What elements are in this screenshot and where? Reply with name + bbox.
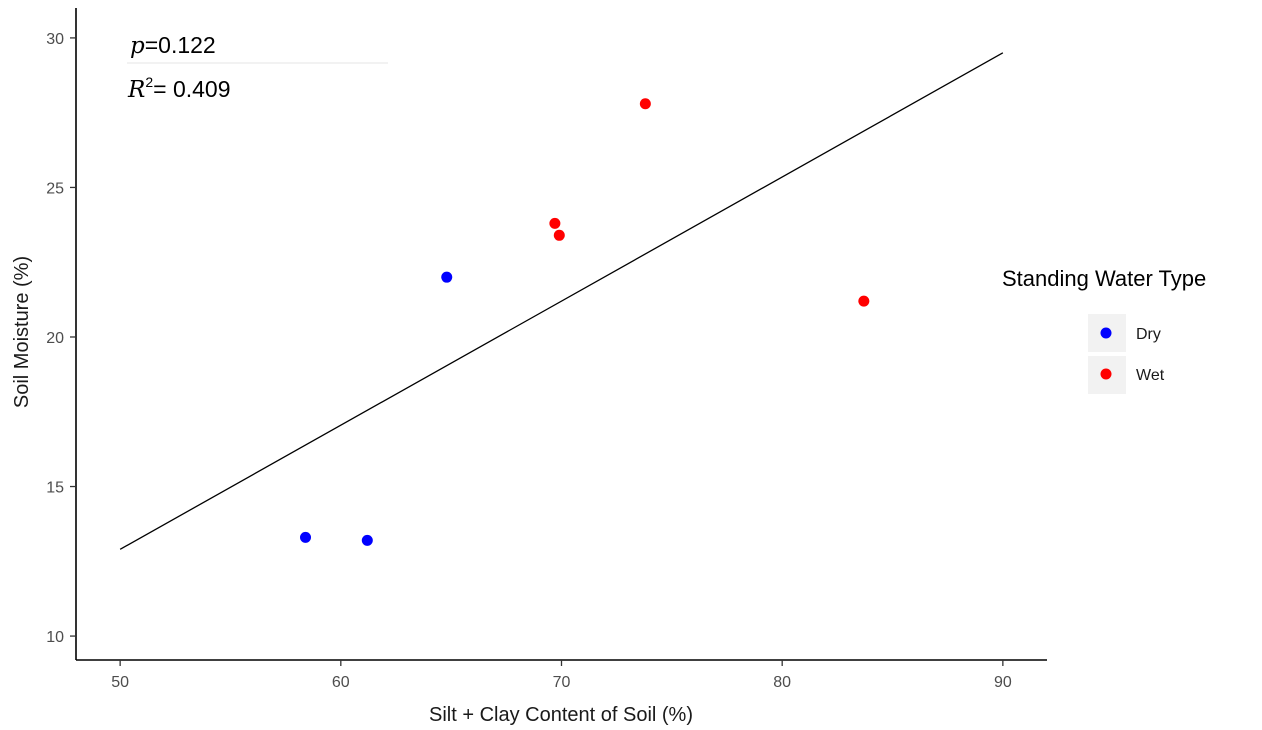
p-symbol: p — [130, 33, 145, 59]
legend-marker-dry — [1100, 327, 1112, 339]
stats-annotation: p=0.122 R2= 0.409 — [127, 32, 388, 103]
y-tick-label: 10 — [46, 629, 64, 646]
r-squared-label: R2= 0.409 — [127, 74, 231, 103]
y-tick-label: 30 — [46, 31, 64, 48]
r-squared-exponent: 2 — [145, 74, 153, 90]
legend-marker-wet — [1100, 368, 1112, 380]
x-tick-label: 60 — [332, 674, 350, 691]
x-axis-title: Silt + Clay Content of Soil (%) — [429, 704, 693, 726]
y-tick-label: 20 — [46, 330, 64, 347]
x-tick-label: 90 — [994, 674, 1012, 691]
data-point-wet — [553, 229, 565, 241]
legend: Standing Water Type Dry Wet — [1002, 266, 1206, 394]
x-tick-label: 50 — [111, 674, 129, 691]
data-point-dry — [361, 534, 373, 546]
y-axis-title: Soil Moisture (%) — [11, 256, 33, 408]
regression-line — [119, 52, 1004, 550]
legend-label-dry: Dry — [1136, 326, 1161, 343]
legend-label-wet: Wet — [1136, 367, 1165, 384]
data-point-dry — [300, 531, 312, 543]
r-symbol: R — [127, 77, 145, 103]
x-tick-label: 80 — [773, 674, 791, 691]
x-tick-label: 70 — [553, 674, 571, 691]
p-value: =0.122 — [145, 32, 216, 58]
p-value-label: p=0.122 — [130, 32, 216, 59]
legend-title: Standing Water Type — [1002, 266, 1206, 291]
data-point-wet — [858, 295, 870, 307]
r-squared-value: = 0.409 — [153, 76, 230, 102]
data-point-wet — [639, 98, 651, 110]
x-axis-ticks: 50 60 70 80 90 — [111, 660, 1012, 691]
plot-area — [119, 52, 1004, 550]
y-tick-label: 15 — [46, 480, 64, 497]
y-axis-ticks: 10 15 20 25 30 — [46, 31, 76, 646]
data-point-dry — [441, 271, 453, 283]
data-point-wet — [549, 217, 561, 229]
y-tick-label: 25 — [46, 180, 64, 197]
